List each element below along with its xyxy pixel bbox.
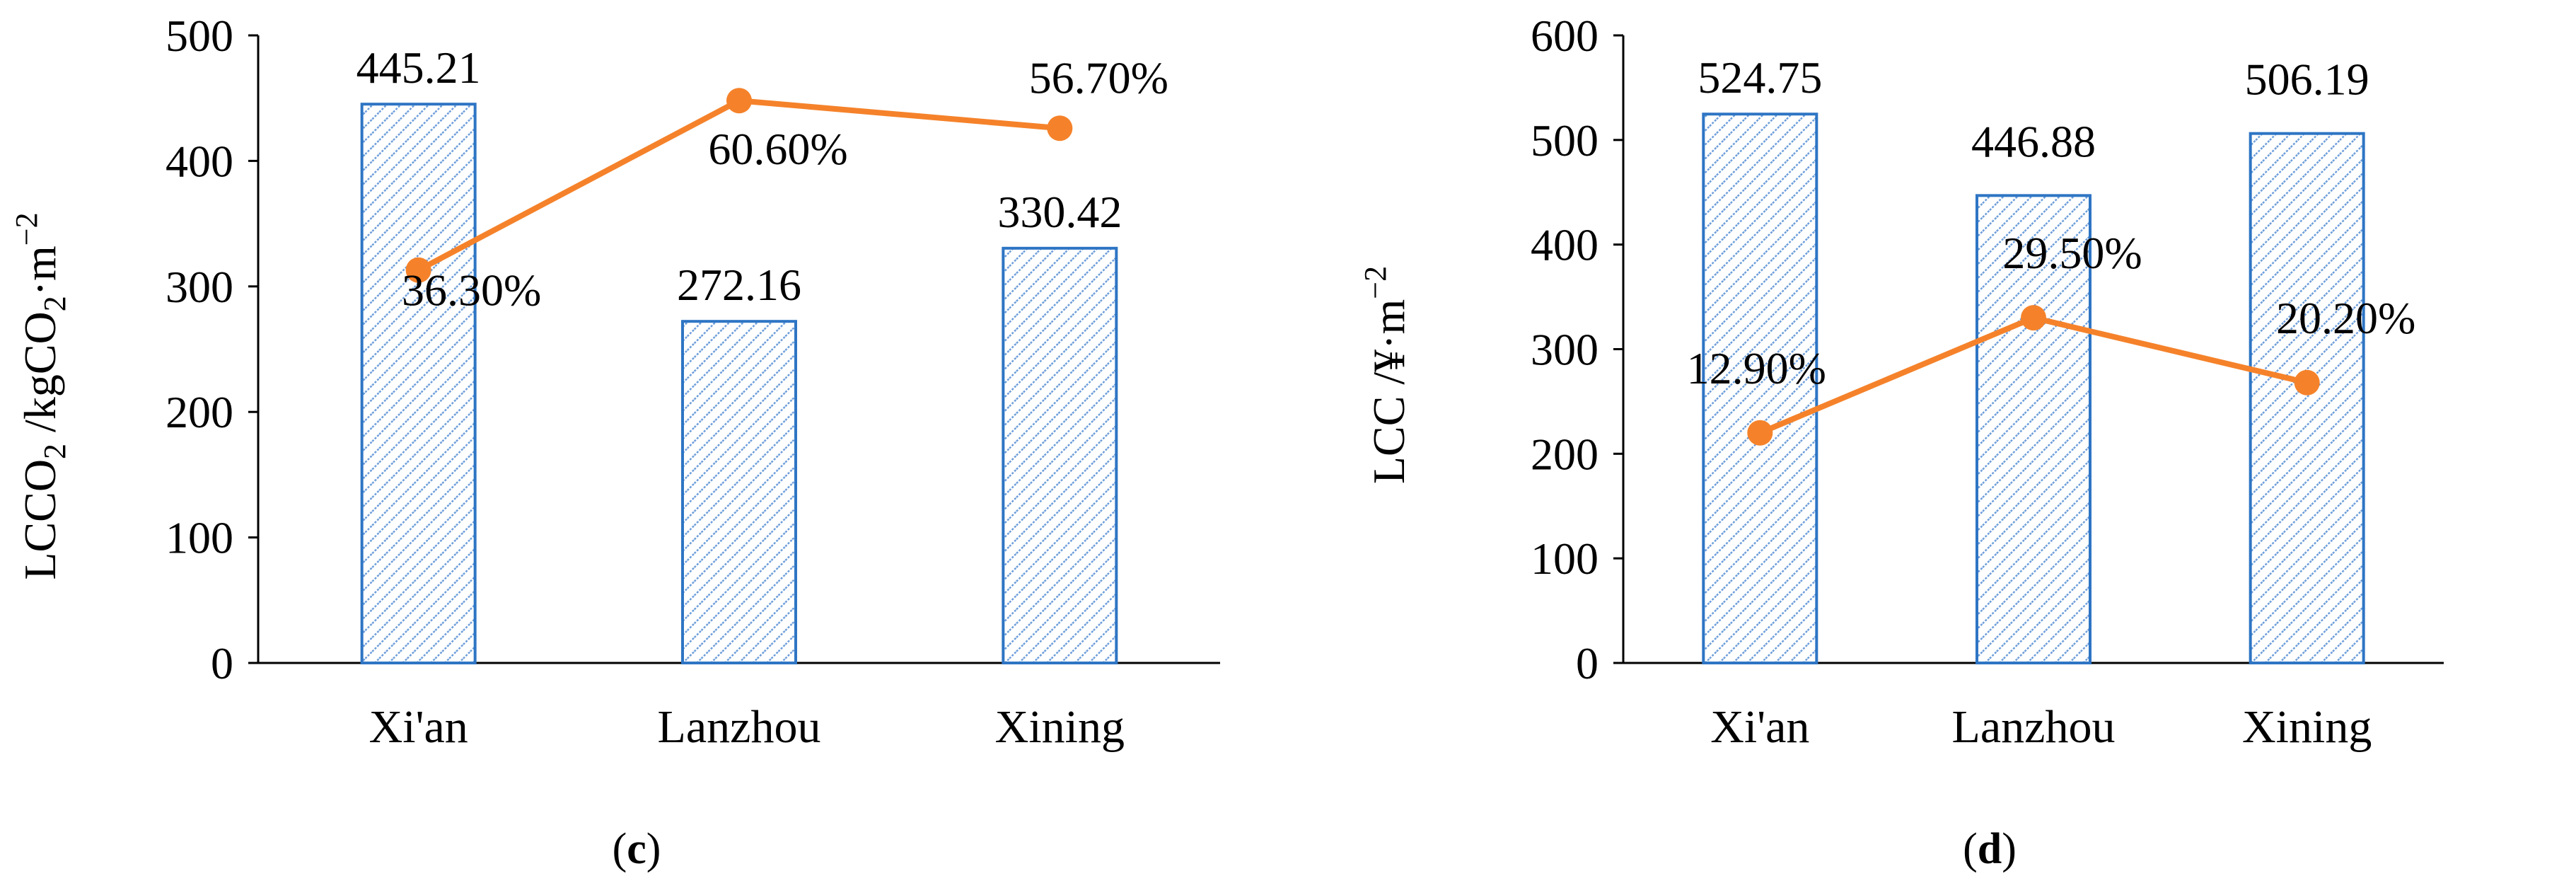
bar-value-label: 330.42 (997, 187, 1122, 237)
y-tick-label: 500 (1531, 115, 1599, 166)
percentage-label: 60.60% (708, 124, 847, 174)
percentage-label: 29.50% (2002, 228, 2142, 278)
percentage-point (1047, 115, 1073, 142)
y-tick-label: 100 (1531, 533, 1599, 584)
gridless-plot-area-c: 0 100 200 300 400 500 445.21 Xi'an 272.16 Lanzhou… (166, 11, 1220, 753)
percentage-point (405, 257, 431, 283)
percentage-point (1747, 420, 1773, 446)
bar-value-label: 445.21 (356, 42, 481, 93)
percentage-point (2021, 305, 2046, 331)
bar-xining (2249, 132, 2365, 665)
y-tick-label: 200 (166, 387, 233, 437)
y-axis-label-d: LCC /¥·m−2 (1358, 266, 1414, 484)
bar-value-label: 272.16 (677, 260, 801, 310)
bar-value-label: 524.75 (1698, 52, 1822, 103)
y-axis-label-c: LCCO2 /kgCO2·m−2 (9, 212, 72, 579)
y-tick-label: 500 (166, 11, 233, 61)
plot-area-d: 0 100 200 300 400 500 600 524.75 Xi'an 446.88 Lanz… (1531, 11, 2444, 753)
percentage-label: 56.70% (1029, 52, 1168, 103)
y-tick-label: 400 (1531, 220, 1599, 270)
panel-label-c: (c) (613, 825, 661, 873)
chart-c: 0 100 200 300 400 500 445.21 Xi'an 272.16 Lanzhou… (9, 11, 1220, 873)
y-tick-label: 600 (1531, 11, 1599, 61)
chart-d: 0 100 200 300 400 500 600 524.75 Xi'an 446.88 Lanz… (1358, 11, 2444, 873)
bar-xian (1702, 112, 1818, 665)
y-tick-label: 300 (1531, 325, 1599, 375)
x-tick-label: Xining (2242, 701, 2372, 753)
bar-xining (1002, 246, 1118, 665)
bar-lanzhou (1975, 194, 2091, 664)
x-tick-label: Xi'an (369, 701, 468, 753)
bar-xian (360, 103, 477, 665)
percentage-point (2294, 369, 2320, 396)
y-tick-label: 0 (1576, 638, 1599, 688)
bar-lanzhou (681, 320, 797, 664)
x-tick-label: Lanzhou (658, 701, 821, 753)
bar-value-label: 446.88 (1971, 116, 2096, 166)
y-tick-label: 200 (1531, 429, 1599, 479)
y-tick-label: 300 (166, 262, 233, 312)
bar-value-label: 506.19 (2245, 54, 2369, 105)
percentage-label: 20.20% (2276, 293, 2415, 343)
percentage-label: 12.90% (1687, 343, 1826, 393)
percentage-point (726, 88, 752, 114)
y-tick-label: 100 (166, 513, 233, 563)
y-tick-label: 0 (211, 638, 233, 688)
panel-label-d: (d) (1963, 825, 2017, 873)
x-tick-label: Xi'an (1710, 701, 1809, 753)
x-tick-label: Lanzhou (1952, 701, 2116, 753)
percentage-label: 36.30% (402, 265, 541, 316)
x-tick-label: Xining (995, 701, 1125, 753)
y-tick-label: 400 (166, 136, 233, 186)
